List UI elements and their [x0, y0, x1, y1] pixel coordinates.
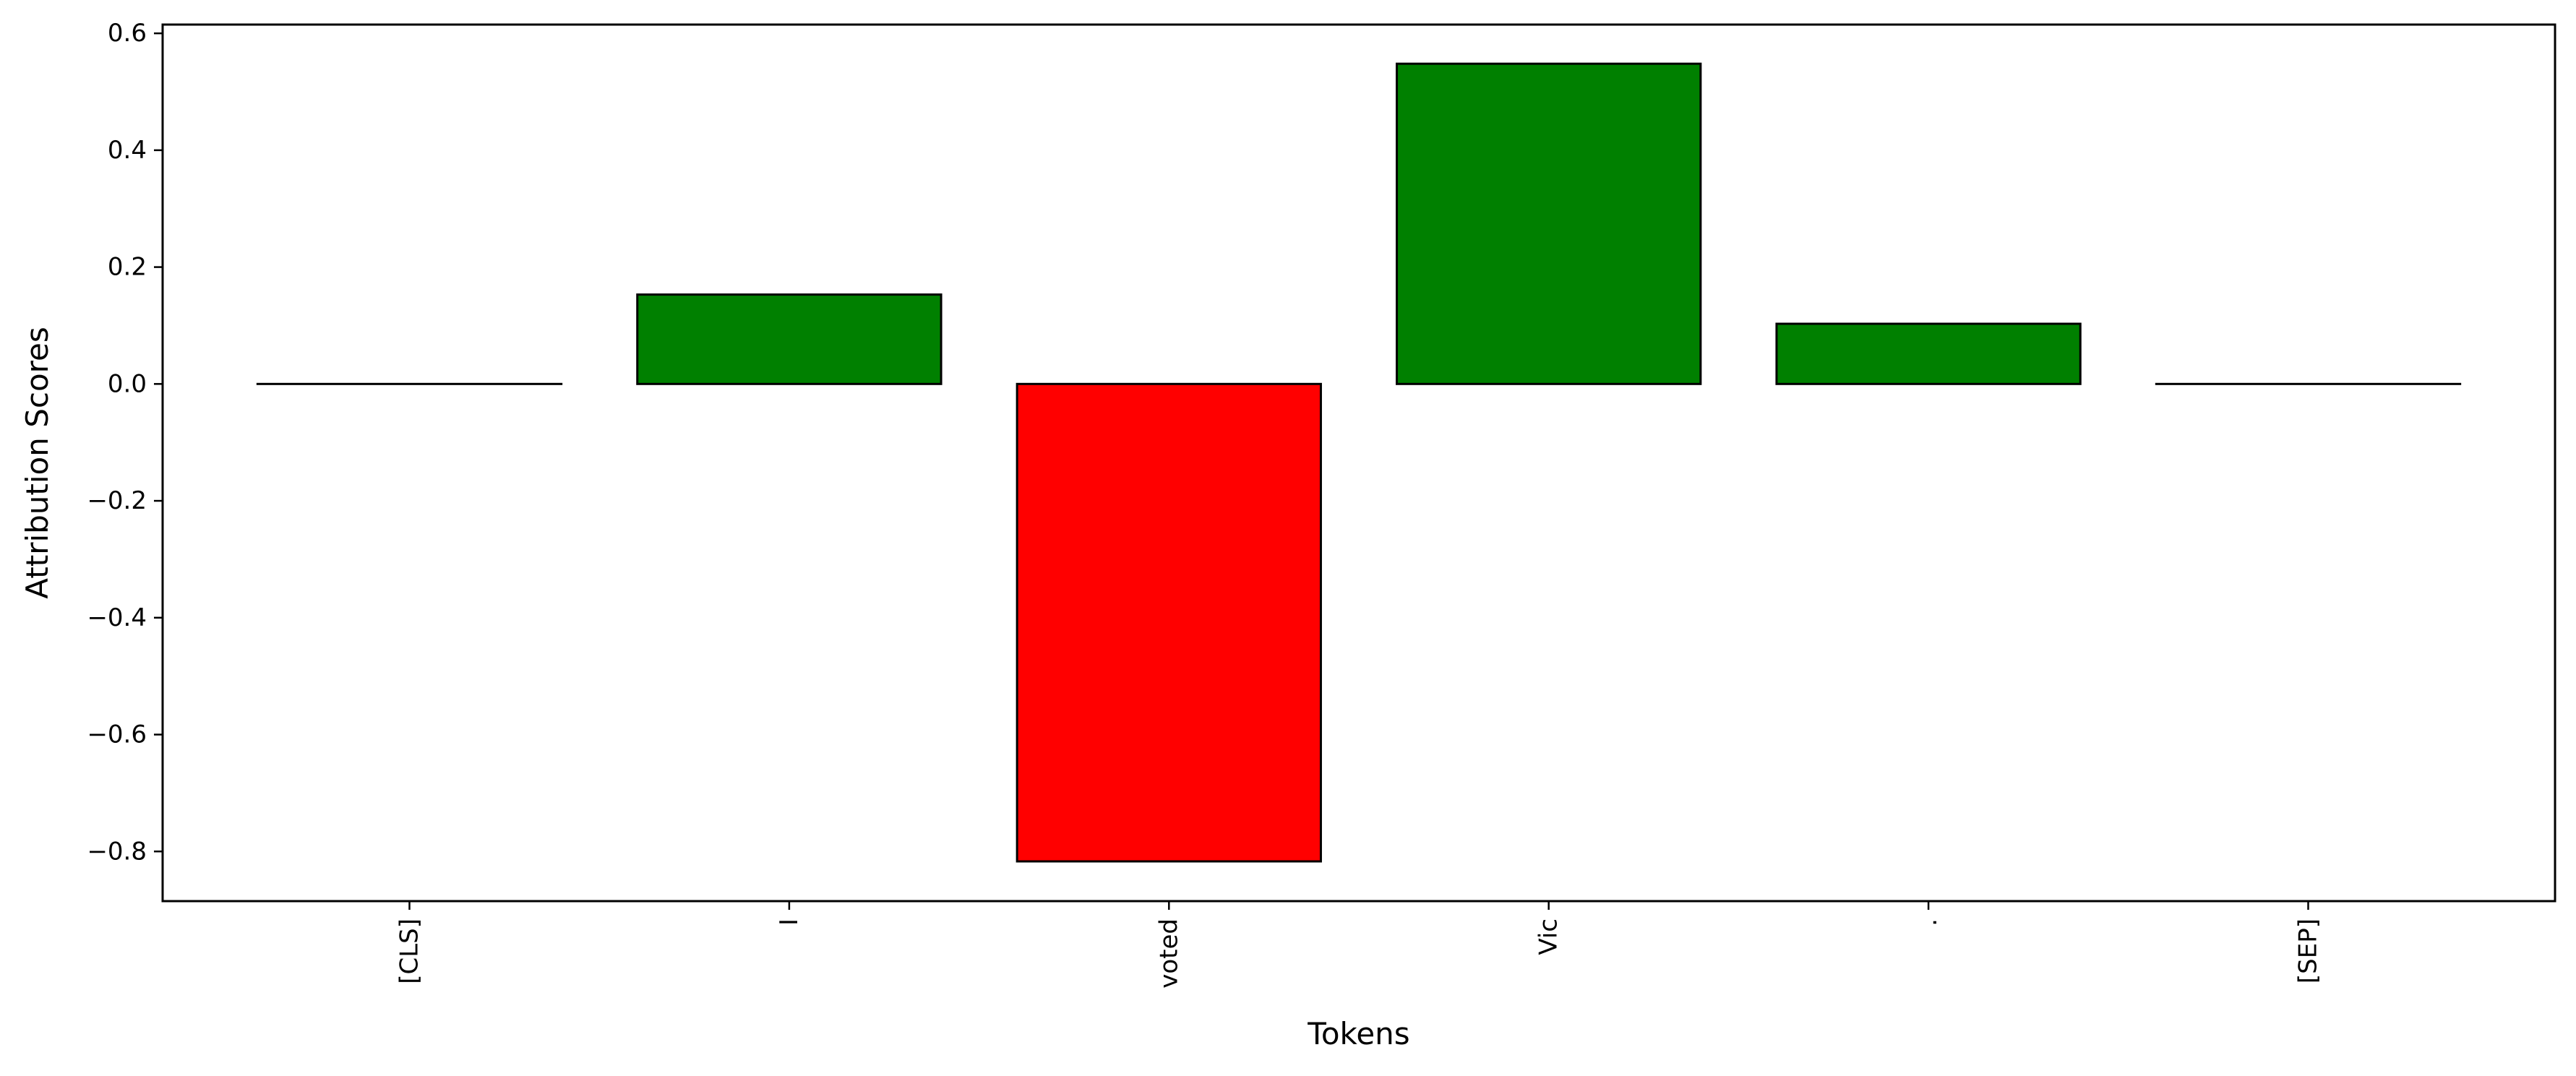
y-tick-label: 0.2 [108, 253, 147, 282]
x-tick-label: [CLS] [395, 918, 424, 984]
y-tick-label: 0.4 [108, 136, 147, 165]
x-tick-label: Vic [1534, 918, 1563, 955]
y-axis-ticks: 0.6 0.4 0.2 0.0 −0.2 −0.4 −0.6 −0.8 [87, 19, 163, 866]
x-tick-label: . [1914, 918, 1943, 926]
y-tick-label: −0.8 [87, 837, 147, 866]
x-tick-label: [SEP] [2293, 918, 2322, 984]
x-axis-label: Tokens [1307, 1016, 1409, 1051]
y-tick-label: 0.0 [108, 369, 147, 398]
y-axis-label: Attribution Scores [20, 327, 55, 598]
bar-2 [1016, 382, 1322, 863]
x-tick-label: I [775, 918, 804, 926]
bar-3 [1396, 62, 1702, 385]
bar-1 [636, 293, 943, 385]
y-tick-label: 0.6 [108, 19, 147, 48]
bars-group [256, 62, 2462, 863]
y-tick-label: −0.6 [87, 720, 147, 749]
y-tick-label: −0.2 [87, 486, 147, 515]
bar-4 [1775, 322, 2082, 385]
y-tick-label: −0.4 [87, 603, 147, 632]
plot-frame [161, 23, 2556, 903]
x-tick-label: voted [1154, 918, 1183, 989]
